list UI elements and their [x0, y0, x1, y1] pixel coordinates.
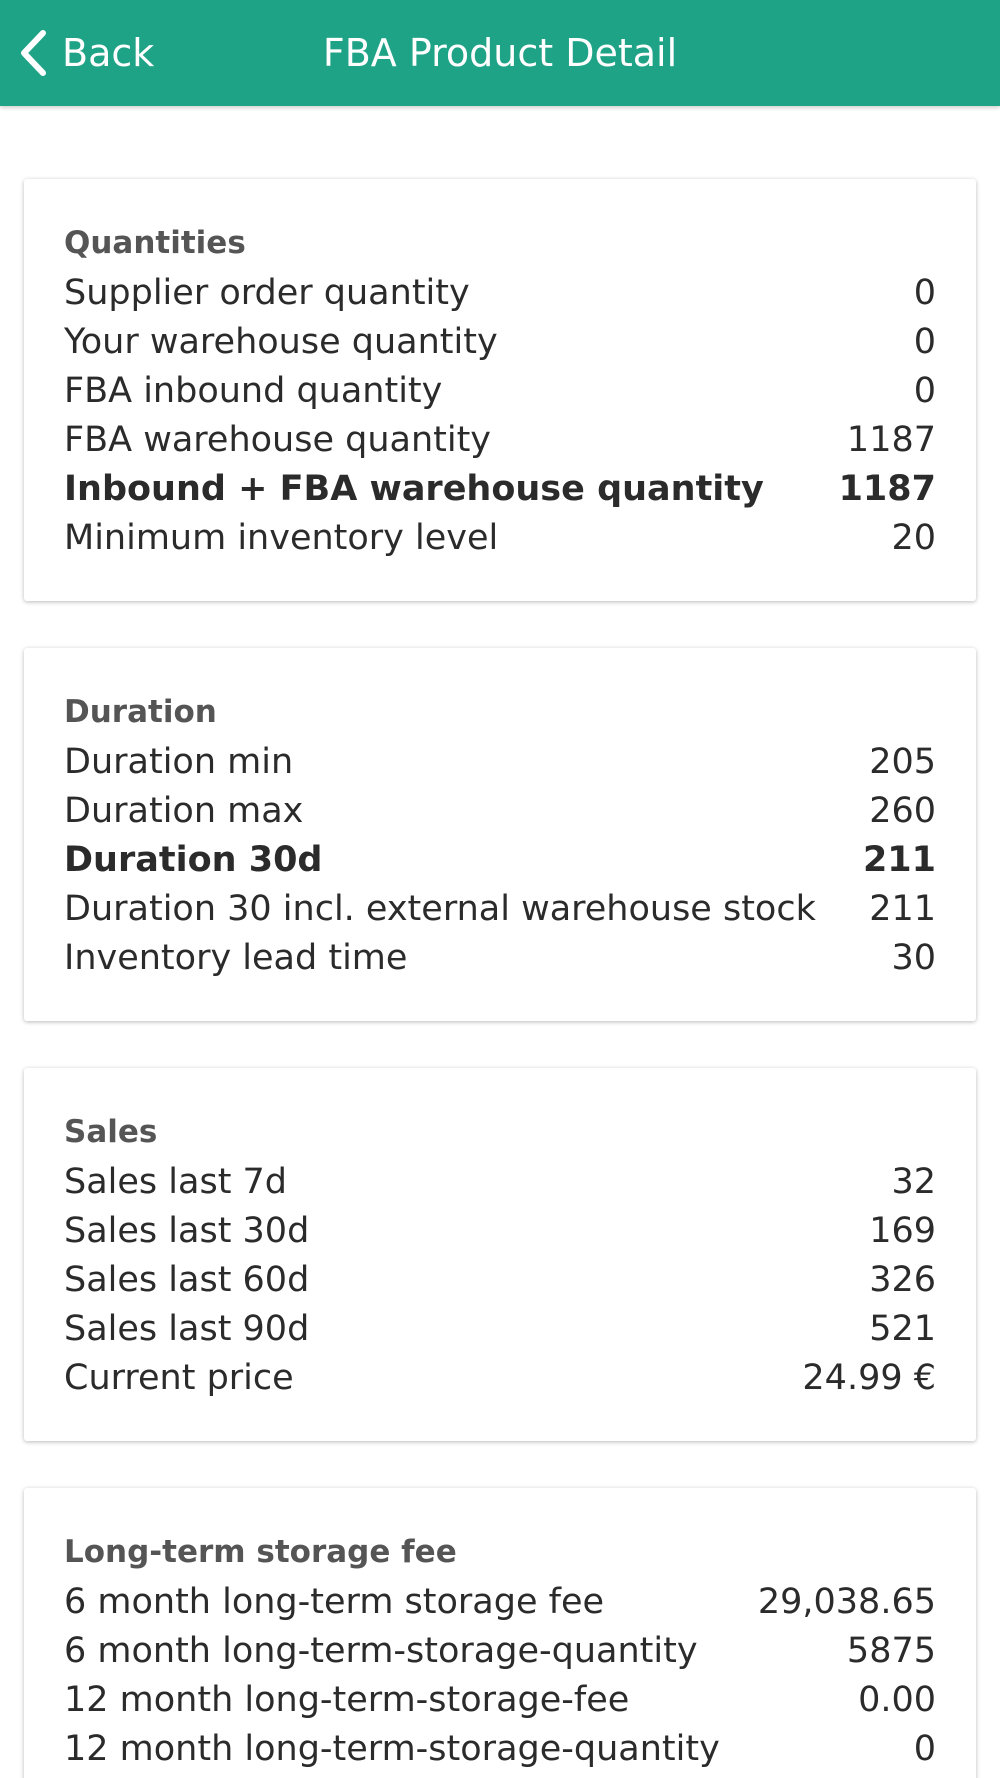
row-label: Supplier order quantity — [64, 273, 470, 313]
row-12-month-lts-fee: 12 month long-term-storage-fee 0.00 — [64, 1676, 936, 1725]
row-label: Duration 30d — [64, 840, 323, 880]
section-title: Quantities — [64, 225, 246, 261]
row-label: Sales last 60d — [64, 1260, 310, 1300]
row-value: 0 — [913, 273, 936, 313]
page-title: FBA Product Detail — [322, 31, 678, 75]
row-sales-last-90d: Sales last 90d 521 — [64, 1305, 936, 1354]
row-label: 12 month long-term-storage-fee — [64, 1680, 630, 1720]
row-label: 6 month long-term storage fee — [64, 1582, 605, 1622]
row-label: Duration max — [64, 791, 304, 831]
row-value: 521 — [869, 1309, 936, 1349]
row-label: 12 month long-term-storage-quantity — [64, 1729, 720, 1769]
row-value: 1187 — [838, 469, 936, 509]
row-label: Current price — [64, 1358, 294, 1398]
back-label: Back — [62, 31, 155, 75]
card-duration: Duration Duration min 205 Duration max 2… — [24, 648, 976, 1021]
row-value: 32 — [891, 1162, 936, 1202]
row-value: 260 — [869, 791, 936, 831]
row-duration-30-incl-external: Duration 30 incl. external warehouse sto… — [64, 885, 936, 934]
row-duration-min: Duration min 205 — [64, 738, 936, 787]
row-fba-warehouse-quantity: FBA warehouse quantity 1187 — [64, 416, 936, 465]
row-sales-last-30d: Sales last 30d 169 — [64, 1207, 936, 1256]
row-label: Your warehouse quantity — [64, 322, 498, 362]
app-bar: Back FBA Product Detail — [0, 0, 1000, 106]
row-value: 0.00 — [858, 1680, 936, 1720]
row-sales-last-7d: Sales last 7d 32 — [64, 1158, 936, 1207]
row-label: Inventory lead time — [64, 938, 408, 978]
detail-content[interactable]: Quantities Supplier order quantity 0 You… — [0, 106, 1000, 1778]
row-minimum-inventory-level: Minimum inventory level 20 — [64, 514, 936, 563]
section-title: Sales — [64, 1114, 158, 1150]
row-supplier-order-quantity: Supplier order quantity 0 — [64, 269, 936, 318]
row-value: 211 — [869, 889, 936, 929]
row-label: 6 month long-term-storage-quantity — [64, 1631, 698, 1671]
row-your-warehouse-quantity: Your warehouse quantity 0 — [64, 318, 936, 367]
row-6-month-lts-quantity: 6 month long-term-storage-quantity 5875 — [64, 1627, 936, 1676]
row-value: 30 — [891, 938, 936, 978]
row-value: 20 — [891, 518, 936, 558]
row-label: Sales last 7d — [64, 1162, 288, 1202]
row-sales-last-60d: Sales last 60d 326 — [64, 1256, 936, 1305]
card-quantities: Quantities Supplier order quantity 0 You… — [24, 179, 976, 601]
row-6-month-lts-fee: 6 month long-term storage fee 29,038.65 — [64, 1578, 936, 1627]
row-duration-30d: Duration 30d 211 — [64, 836, 936, 885]
row-label: Duration min — [64, 742, 294, 782]
row-inbound-plus-fba-warehouse-quantity: Inbound + FBA warehouse quantity 1187 — [64, 465, 936, 514]
back-button[interactable]: Back — [18, 0, 154, 106]
row-label: Sales last 90d — [64, 1309, 310, 1349]
row-current-price: Current price 24.99 € — [64, 1354, 936, 1403]
row-label: Minimum inventory level — [64, 518, 499, 558]
card-sales: Sales Sales last 7d 32 Sales last 30d 16… — [24, 1068, 976, 1441]
row-value: 0 — [913, 371, 936, 411]
row-value: 169 — [869, 1211, 936, 1251]
row-fba-inbound-quantity: FBA inbound quantity 0 — [64, 367, 936, 416]
row-label: FBA warehouse quantity — [64, 420, 492, 460]
row-duration-max: Duration max 260 — [64, 787, 936, 836]
row-value: 211 — [862, 840, 936, 880]
section-title: Long-term storage fee — [64, 1534, 457, 1570]
row-value: 29,038.65 — [757, 1582, 936, 1622]
row-value: 1187 — [846, 420, 936, 460]
row-value: 326 — [869, 1260, 936, 1300]
row-value: 205 — [869, 742, 936, 782]
row-value: 0 — [913, 1729, 936, 1769]
chevron-left-icon — [18, 29, 48, 77]
row-label: Sales last 30d — [64, 1211, 310, 1251]
row-12-month-lts-quantity: 12 month long-term-storage-quantity 0 — [64, 1725, 936, 1774]
row-label: Inbound + FBA warehouse quantity — [64, 469, 764, 509]
row-value: 0 — [913, 322, 936, 362]
row-label: Duration 30 incl. external warehouse sto… — [64, 889, 816, 929]
row-label: FBA inbound quantity — [64, 371, 443, 411]
row-value: 5875 — [846, 1631, 936, 1671]
row-inventory-lead-time: Inventory lead time 30 — [64, 934, 936, 983]
section-title: Duration — [64, 694, 217, 730]
card-long-term-storage-fee: Long-term storage fee 6 month long-term … — [24, 1488, 976, 1778]
row-value: 24.99 € — [802, 1358, 936, 1398]
